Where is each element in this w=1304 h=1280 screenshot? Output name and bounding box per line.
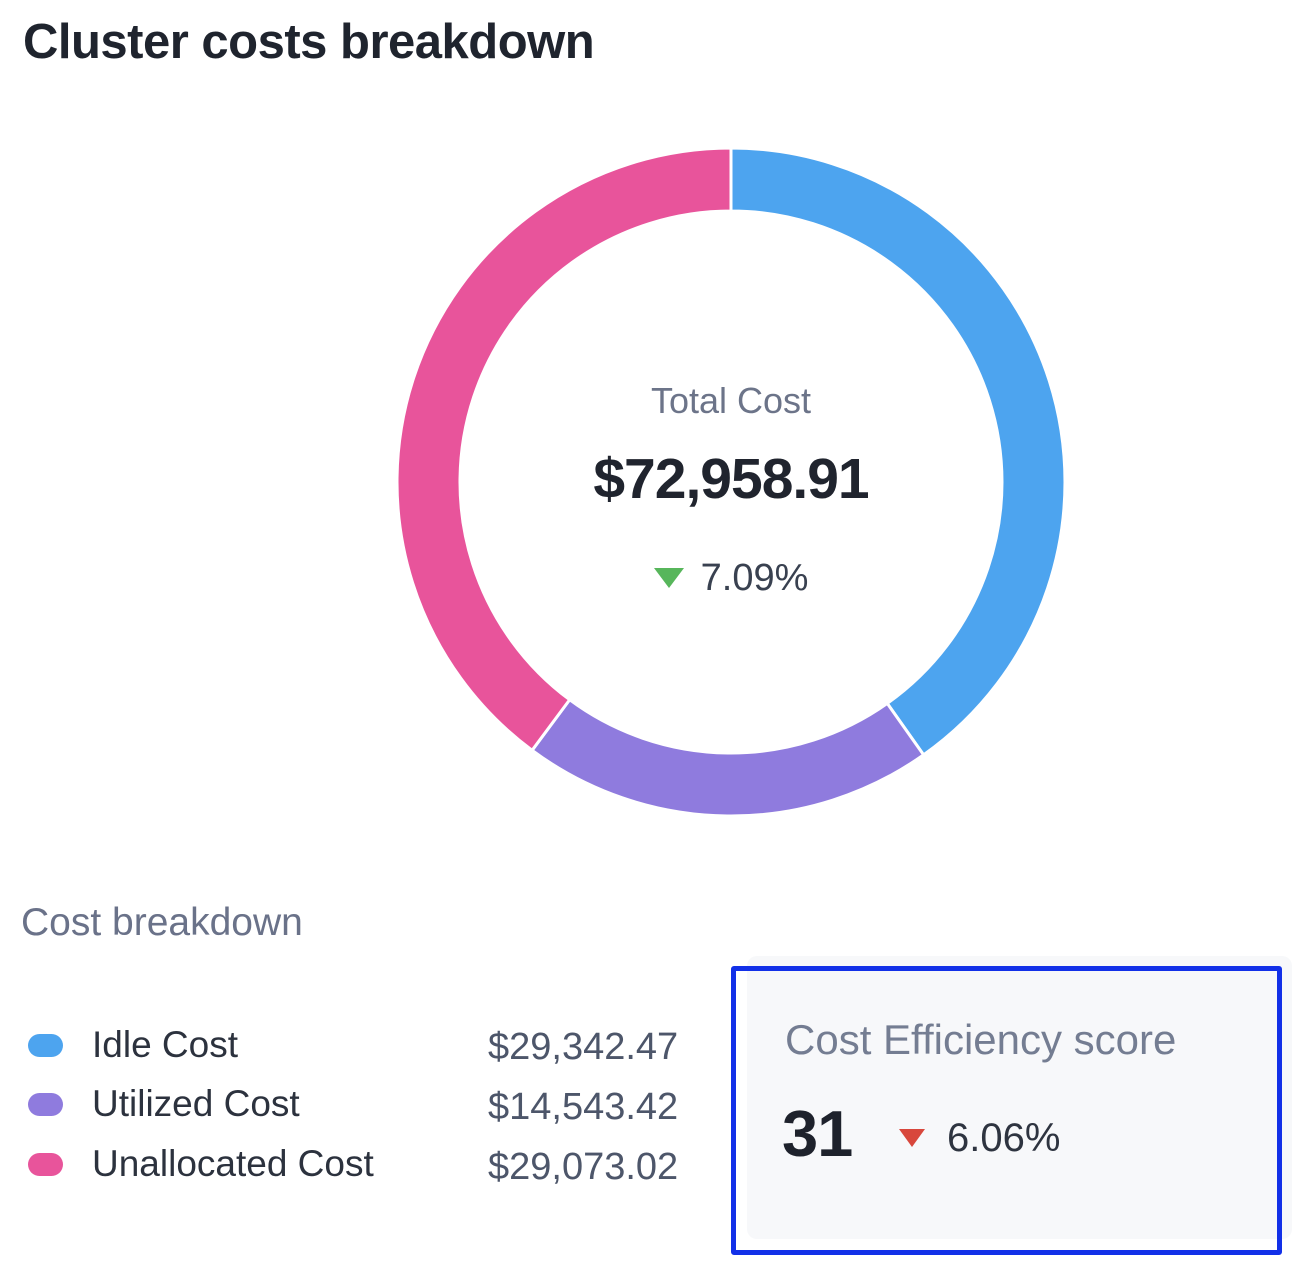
donut-chart-svg (395, 146, 1067, 818)
legend-value-idle-cost: $29,342.47 (488, 1026, 679, 1068)
legend-value-unallocated-cost: $29,073.02 (488, 1146, 679, 1188)
donut-chart (395, 146, 1067, 818)
idle-cost-swatch (28, 1033, 63, 1057)
donut-segment-utilized-cost[interactable] (530, 697, 926, 818)
cost-breakdown-heading: Cost breakdown (21, 901, 303, 944)
total-cost-delta-value: 7.09% (700, 556, 809, 599)
cost-efficiency-card (747, 956, 1292, 1239)
legend-item-utilized-cost: Utilized Cost (28, 1083, 300, 1124)
cost-efficiency-score: 31 (782, 1097, 853, 1170)
legend-label: Idle Cost (92, 1024, 239, 1065)
legend-item-unallocated-cost: Unallocated Cost (28, 1143, 374, 1184)
arrow-down-icon (899, 1129, 925, 1147)
legend-item-idle-cost: Idle Cost (28, 1024, 238, 1065)
total-cost-value: $72,958.91 (593, 447, 869, 511)
utilized-cost-swatch (28, 1092, 63, 1116)
arrow-down-icon (653, 568, 684, 588)
donut-segment-idle-cost[interactable] (729, 146, 1067, 757)
cost-efficiency-delta-value: 6.06% (947, 1115, 1061, 1160)
total-cost-delta: 7.09% (395, 556, 1067, 600)
total-cost-label: Total Cost (650, 380, 812, 421)
legend-value-utilized-cost: $14,543.42 (488, 1086, 679, 1128)
donut-segment-unallocated-cost[interactable] (395, 146, 733, 753)
legend-label: Unallocated Cost (92, 1143, 374, 1184)
unallocated-cost-swatch (28, 1152, 63, 1176)
legend-label: Utilized Cost (92, 1083, 300, 1124)
page-title: Cluster costs breakdown (23, 15, 595, 69)
cost-efficiency-delta: 6.06% (899, 1112, 1060, 1164)
cost-efficiency-title: Cost Efficiency score (785, 1016, 1177, 1063)
